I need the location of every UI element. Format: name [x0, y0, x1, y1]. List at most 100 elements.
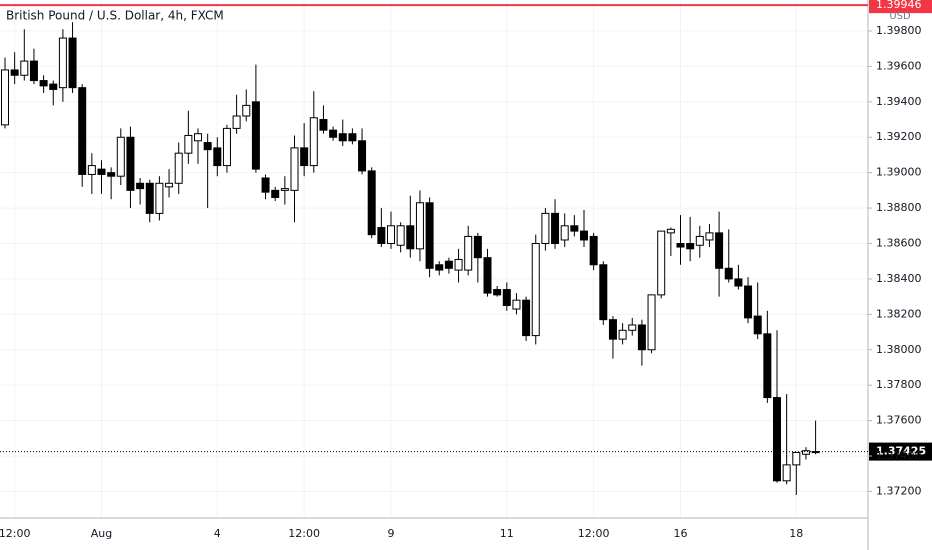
candle-body — [87, 165, 96, 175]
candle-body — [39, 80, 48, 87]
candle-body — [473, 235, 482, 259]
candle-body — [705, 232, 714, 241]
candle-body — [300, 147, 309, 167]
candle-body — [522, 299, 531, 337]
candle-body — [280, 188, 289, 191]
candle-body — [657, 230, 666, 296]
alert-price-box — [869, 0, 932, 14]
candle-body — [116, 136, 125, 177]
y-tick-label: 1.39600 — [876, 59, 922, 72]
y-tick-label: 1.37400 — [876, 449, 922, 462]
candle-body — [435, 264, 444, 271]
candle-body — [608, 319, 617, 340]
y-tick-label: 1.39800 — [876, 24, 922, 37]
y-tick-label: 1.38000 — [876, 343, 922, 356]
candle-body — [136, 182, 145, 190]
candle-body — [744, 285, 753, 319]
y-tick-label: 1.37600 — [876, 414, 922, 427]
candle-body — [715, 232, 724, 269]
x-tick-label: Aug — [91, 527, 112, 540]
x-tick-label: 9 — [388, 527, 395, 540]
x-tick-label: 12:00 — [288, 527, 320, 540]
x-tick-label: 12:00 — [578, 527, 610, 540]
candle-body — [763, 333, 772, 399]
candle-body — [647, 294, 656, 351]
last-price-label: 1.37425 — [876, 445, 926, 458]
candle-body — [773, 397, 781, 482]
candle-body — [126, 136, 135, 191]
candle-body — [367, 170, 376, 236]
x-tick-label: 4 — [214, 527, 221, 540]
candle-body — [396, 225, 405, 246]
candle-body — [589, 235, 598, 266]
overlays: 1.39946 1.37425 — [0, 0, 932, 461]
y-tick-label: 1.39000 — [876, 166, 922, 179]
candle-body — [10, 69, 19, 76]
candle-body — [502, 289, 511, 306]
candle-body — [97, 168, 106, 175]
y-tick-label: 1.37800 — [876, 378, 922, 391]
candle-body — [676, 243, 685, 248]
candle-body — [512, 299, 521, 310]
candle-body — [251, 101, 260, 170]
candle-body — [58, 37, 67, 89]
y-tick-label: 1.39400 — [876, 95, 922, 108]
y-tick-label: 1.38200 — [876, 307, 922, 320]
candle-body — [792, 451, 801, 466]
candle-body — [232, 115, 241, 129]
y-tick-label: 1.38600 — [876, 237, 922, 250]
candle-body — [184, 134, 193, 154]
candle-body — [415, 202, 424, 250]
alert-price-label: 1.39946 — [876, 0, 922, 11]
chart-title: British Pound / U.S. Dollar, 4h, FXCM — [6, 9, 224, 23]
y-tick-label: 1.39200 — [876, 130, 922, 143]
candle-body — [174, 152, 183, 184]
candle-body — [724, 267, 733, 280]
candle-body — [290, 147, 299, 191]
candle-body — [406, 225, 415, 250]
candle-body — [454, 258, 463, 271]
candle-body — [637, 324, 646, 351]
candle-body — [261, 177, 270, 193]
candle-body — [782, 464, 791, 482]
candle-body — [425, 202, 434, 269]
y-tick-label: 1.37200 — [876, 484, 922, 497]
candle-body — [599, 264, 608, 321]
candle-body — [580, 230, 588, 241]
candle-body — [695, 235, 704, 246]
candle-body — [551, 212, 560, 245]
candle-body — [734, 278, 743, 287]
candle-body — [309, 117, 318, 167]
last-price-box — [869, 442, 932, 461]
candle-body — [560, 225, 569, 241]
candle-body — [444, 260, 453, 269]
candle-body — [628, 324, 637, 331]
y-tick-label: 1.38800 — [876, 201, 922, 214]
candle-body — [242, 104, 251, 117]
candle-body — [387, 225, 395, 245]
candle-body — [20, 60, 29, 76]
candle-body — [666, 228, 675, 234]
candle-body — [155, 182, 164, 214]
candle-body — [165, 182, 174, 188]
x-tick-label: 12:00 — [0, 527, 31, 540]
x-tick-label: 16 — [674, 527, 688, 540]
candle-body — [358, 140, 367, 172]
y-tick-label: 1.38400 — [876, 272, 922, 285]
candle-body — [801, 450, 810, 455]
candle-body — [464, 235, 473, 271]
candle-body — [377, 227, 386, 245]
candle-body — [145, 182, 154, 214]
candle-body — [1, 69, 9, 126]
candle-body — [686, 243, 695, 250]
candle-body — [213, 147, 222, 167]
candle-body — [203, 142, 212, 151]
candle-body — [329, 129, 338, 138]
candle-body — [541, 212, 550, 245]
currency-label: USD — [889, 11, 911, 22]
candle-body — [338, 133, 347, 142]
x-tick-label: 11 — [500, 527, 514, 540]
candle-body — [493, 289, 502, 296]
